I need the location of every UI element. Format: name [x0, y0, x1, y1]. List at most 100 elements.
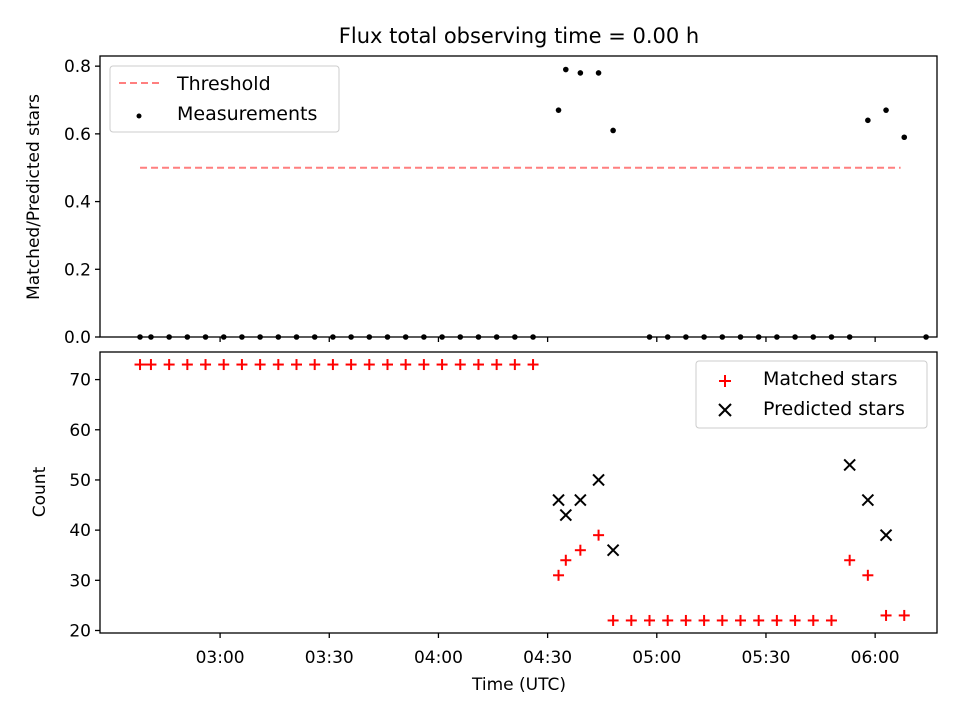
- matched-star-point: [789, 614, 801, 626]
- bottom-y-tick-label: 50: [69, 471, 91, 491]
- matched-star-point: [593, 529, 605, 541]
- matched-star-point: [181, 359, 193, 371]
- x-tick-label: 05:30: [741, 648, 790, 668]
- matched-star-point: [527, 359, 539, 371]
- matched-star-point: [698, 614, 710, 626]
- bottom-legend-box: [695, 360, 928, 429]
- top-axis-ticks: 0.0 0.2 0.4 0.6 0.8: [64, 57, 876, 348]
- measurement-point: [610, 127, 616, 134]
- matched-star-point: [291, 359, 303, 371]
- chart-title: Flux total observing time = 0.00 h: [339, 24, 699, 48]
- matched-star-point: [400, 359, 412, 371]
- threshold-legend-label: Threshold: [176, 73, 271, 95]
- measurement-point: [595, 70, 602, 76]
- matched-star-point: [880, 609, 892, 621]
- top-y-tick-label: 0.6: [64, 125, 91, 145]
- bottom-legend: Matched stars Predicted stars: [695, 360, 928, 429]
- matched-star-point: [844, 554, 856, 566]
- predicted-star-point: [606, 543, 620, 557]
- matched-star-point: [898, 609, 910, 621]
- bottom-y-tick-label: 20: [69, 621, 91, 641]
- bottom-plot-area: [134, 359, 910, 626]
- bottom-y-tick-label: 70: [69, 371, 91, 391]
- matched-star-point: [436, 359, 448, 371]
- matched-star-point: [163, 359, 175, 371]
- top-axes-frame: [99, 55, 938, 338]
- top-y-tick-label: 0.8: [64, 57, 91, 77]
- matched-star-point: [363, 359, 375, 371]
- top-plot-area: [137, 66, 929, 340]
- matched-star-point: [771, 614, 783, 626]
- matched-legend-label: Matched stars: [763, 368, 897, 390]
- predicted-star-point: [559, 508, 573, 522]
- matched-star-point: [662, 614, 674, 626]
- top-panel: Matched/Predicted stars 0.00.20.40.60.8 …: [24, 55, 938, 348]
- bottom-axis-ticks: 20 30 40 50 60 70 03:00 03:30 04:00 04:30 05:00 05:…: [69, 371, 899, 668]
- x-tick-label: 04:30: [523, 648, 572, 668]
- measurement-point: [555, 107, 562, 113]
- top-y-tick-label: 0.0: [64, 328, 91, 348]
- predicted-star-point: [843, 458, 856, 472]
- measurement-point: [577, 70, 584, 76]
- matched-star-point: [218, 359, 230, 371]
- x-tick-label: 03:00: [196, 648, 245, 668]
- matched-star-point: [509, 359, 521, 371]
- matched-star-point: [807, 614, 819, 626]
- matched-star-point: [862, 569, 874, 581]
- top-y-axis-label: Matched/Predicted stars: [24, 94, 44, 300]
- top-y-tick-label: 0.4: [64, 193, 91, 213]
- matched-star-point: [236, 359, 248, 371]
- x-tick-label: 03:30: [305, 648, 354, 668]
- predicted-legend-swatch: [718, 403, 732, 417]
- matched-star-point: [553, 569, 565, 581]
- measurement-point: [865, 117, 871, 124]
- predicted-legend-label: Predicted stars: [763, 398, 905, 420]
- matched-star-point: [625, 614, 637, 626]
- matched-star-point: [454, 359, 466, 371]
- measurements-legend-label: Measurements: [177, 103, 317, 125]
- x-axis-label: Time (UTC): [471, 675, 566, 695]
- bottom-y-axis-label: Count: [30, 466, 50, 517]
- top-y-tick-label: 0.2: [64, 260, 91, 280]
- matched-star-point: [134, 359, 146, 371]
- matched-star-point: [607, 614, 619, 626]
- matched-star-point: [472, 359, 484, 371]
- matched-star-point: [753, 614, 765, 626]
- measurement-point: [901, 134, 908, 141]
- matched-star-point: [327, 359, 339, 371]
- matched-star-point: [381, 359, 393, 371]
- matched-star-point: [644, 614, 656, 626]
- matched-star-point: [716, 614, 728, 626]
- matched-star-point: [345, 359, 357, 371]
- predicted-star-point: [592, 473, 605, 487]
- bottom-y-tick-label: 60: [69, 421, 91, 441]
- measurement-point: [563, 66, 569, 73]
- matched-star-point: [680, 614, 692, 626]
- matched-star-point: [418, 359, 430, 371]
- x-tick-label: 06:00: [851, 648, 900, 668]
- predicted-star-point: [879, 528, 893, 542]
- measurement-point: [883, 107, 889, 113]
- predicted-star-point: [861, 493, 875, 507]
- matched-star-point: [734, 614, 746, 626]
- bottom-axes-frame: [99, 351, 938, 634]
- matched-star-point: [254, 359, 266, 371]
- matched-star-point: [574, 544, 586, 556]
- measurements-legend-swatch: [136, 113, 142, 119]
- matched-star-point: [200, 359, 212, 371]
- x-tick-label: 05:00: [632, 648, 681, 668]
- x-tick-label: 04:00: [414, 648, 463, 668]
- bottom-y-tick-label: 30: [69, 571, 91, 591]
- bottom-panel: Count Time (UTC) 20 30 40 50 60 70 03:00 03:30 0…: [30, 351, 938, 695]
- matched-star-point: [272, 359, 284, 371]
- matched-star-point: [825, 614, 837, 626]
- top-legend-box: [109, 65, 340, 133]
- matched-star-point: [560, 554, 572, 566]
- predicted-star-point: [552, 493, 565, 507]
- matched-star-point: [309, 359, 321, 371]
- top-legend: Threshold Measurements: [109, 65, 340, 133]
- predicted-star-point: [574, 493, 587, 507]
- bottom-y-tick-label: 40: [69, 521, 91, 541]
- matched-legend-swatch: [719, 375, 731, 387]
